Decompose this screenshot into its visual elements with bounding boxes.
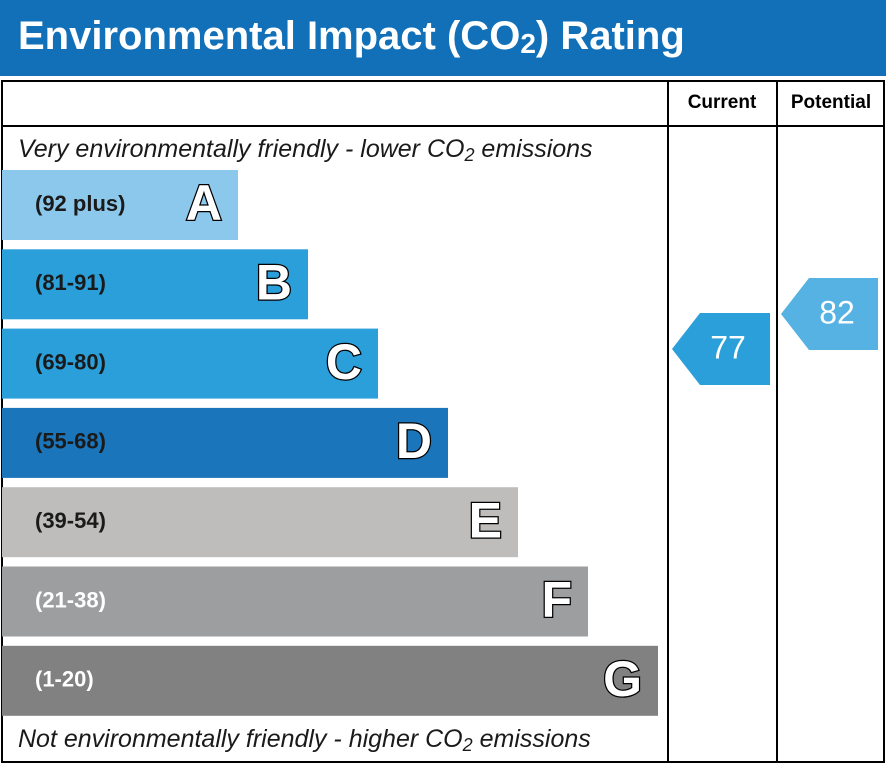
band-letter: A (186, 175, 222, 231)
band-letter: G (603, 651, 642, 707)
column-header: Current (688, 92, 757, 113)
band-letter: D (396, 413, 432, 469)
title-sub: 2 (520, 28, 536, 59)
current-value: 77 (710, 329, 746, 365)
bottom-note: Not environmentally friendly - higher CO… (18, 725, 591, 755)
note-part: emissions (473, 725, 591, 753)
band-bar (2, 487, 518, 558)
band-letter: F (541, 572, 572, 628)
note-part: Not environmentally friendly - higher CO (18, 725, 463, 753)
column-header: Potential (791, 92, 871, 113)
band-bar (2, 407, 448, 478)
note-part: Very environmentally friendly - lower CO (18, 135, 464, 163)
band-bar (2, 249, 308, 320)
band-range: (39-54) (35, 508, 106, 533)
band-letter: B (256, 255, 292, 311)
note-part: emissions (474, 135, 592, 163)
band-bar (2, 170, 238, 240)
band-range: (81-91) (35, 270, 106, 295)
band-range: (69-80) (35, 349, 106, 374)
note-sub: 2 (462, 735, 473, 755)
band-range: (1-20) (35, 667, 94, 692)
band-range: (55-68) (35, 429, 106, 454)
band-bar (2, 328, 378, 399)
current-arrow (672, 313, 770, 385)
title-part: Environmental Impact (CO (18, 14, 520, 58)
band-letter: E (469, 492, 502, 548)
potential-value: 82 (819, 294, 855, 330)
band-range: (92 plus) (35, 191, 125, 216)
title-part: ) Rating (536, 14, 685, 58)
potential-arrow (781, 278, 878, 350)
band-letter: C (326, 334, 362, 390)
bands: (92 plus) A (81-91) B (69-80) C (55-68) D (39-54… (2, 170, 658, 716)
band-range: (21-38) (35, 587, 106, 612)
band-bar (2, 645, 658, 716)
title: Environmental Impact (CO2) Rating (18, 14, 685, 60)
top-note: Very environmentally friendly - lower CO… (18, 135, 593, 165)
note-sub: 2 (463, 145, 474, 165)
header-bar (0, 0, 886, 76)
band-bar (2, 566, 588, 637)
